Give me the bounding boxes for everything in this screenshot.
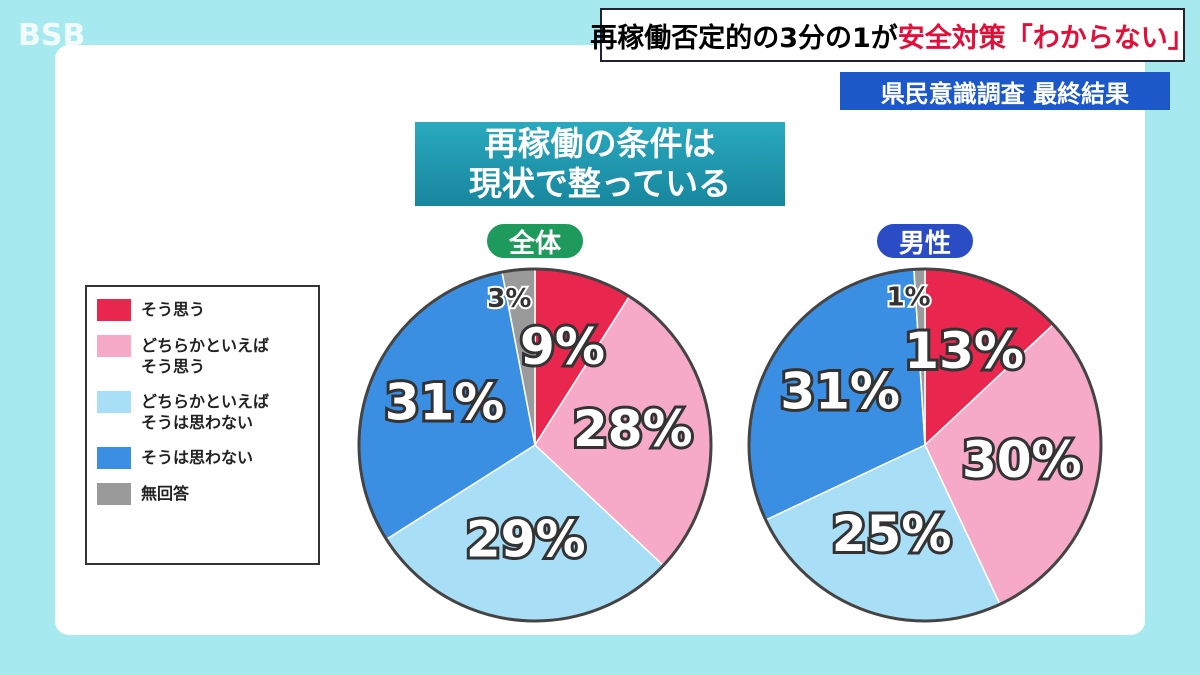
pie-outline [357, 267, 713, 623]
series-label: 全体 [485, 222, 585, 260]
legend-swatch [97, 391, 131, 413]
legend-swatch [97, 299, 131, 321]
chart-title: 再稼働の条件は 現状で整っている [415, 122, 785, 206]
legend-item: どちらかといえば そう思う [97, 335, 308, 377]
legend-label: 無回答 [141, 484, 190, 503]
legend-label: どちらかといえば そう思う [141, 336, 270, 376]
legend-item: どちらかといえば そうは思わない [97, 391, 308, 433]
logo: BSB [18, 18, 86, 53]
headline-emphasis: 安全対策「わからない」 [897, 22, 1195, 54]
headline: 再稼働否定的の3分の1が 安全対策「わからない」 [590, 8, 1195, 62]
title-line: 現状で整っている [468, 164, 732, 203]
value-label: 29% [466, 511, 586, 569]
value-label: 9% [520, 318, 605, 376]
value-label: 31% [385, 373, 505, 431]
series-label: 男性 [875, 222, 975, 260]
subheadline: 県民意識調査 最終結果 [840, 72, 1170, 110]
value-label: 3% [487, 284, 531, 314]
legend-item: そう思う [97, 299, 308, 321]
legend-item: 無回答 [97, 483, 308, 505]
legend-swatch [97, 447, 131, 469]
value-label: 31% [780, 362, 900, 420]
title-line: 再稼働の条件は [484, 124, 716, 163]
value-label: 13% [904, 322, 1024, 380]
legend-item: そうは思わない [97, 447, 308, 469]
value-label: 1% [886, 283, 930, 313]
legend-swatch [97, 335, 131, 357]
headline-text: 再稼働否定的の3分の1が [590, 22, 898, 54]
legend-label: どちらかといえば そうは思わない [141, 392, 270, 432]
legend-swatch [97, 483, 131, 505]
legend-label: そう思う [141, 300, 206, 319]
value-label: 28% [573, 400, 693, 458]
value-label: 25% [832, 505, 952, 563]
legend: そう思うどちらかといえば そう思う どちらかといえば そうは思わないそうは思わない… [85, 285, 320, 565]
legend-label: そうは思わない [141, 448, 254, 467]
pie-outline [747, 267, 1103, 623]
value-label: 30% [962, 431, 1082, 489]
